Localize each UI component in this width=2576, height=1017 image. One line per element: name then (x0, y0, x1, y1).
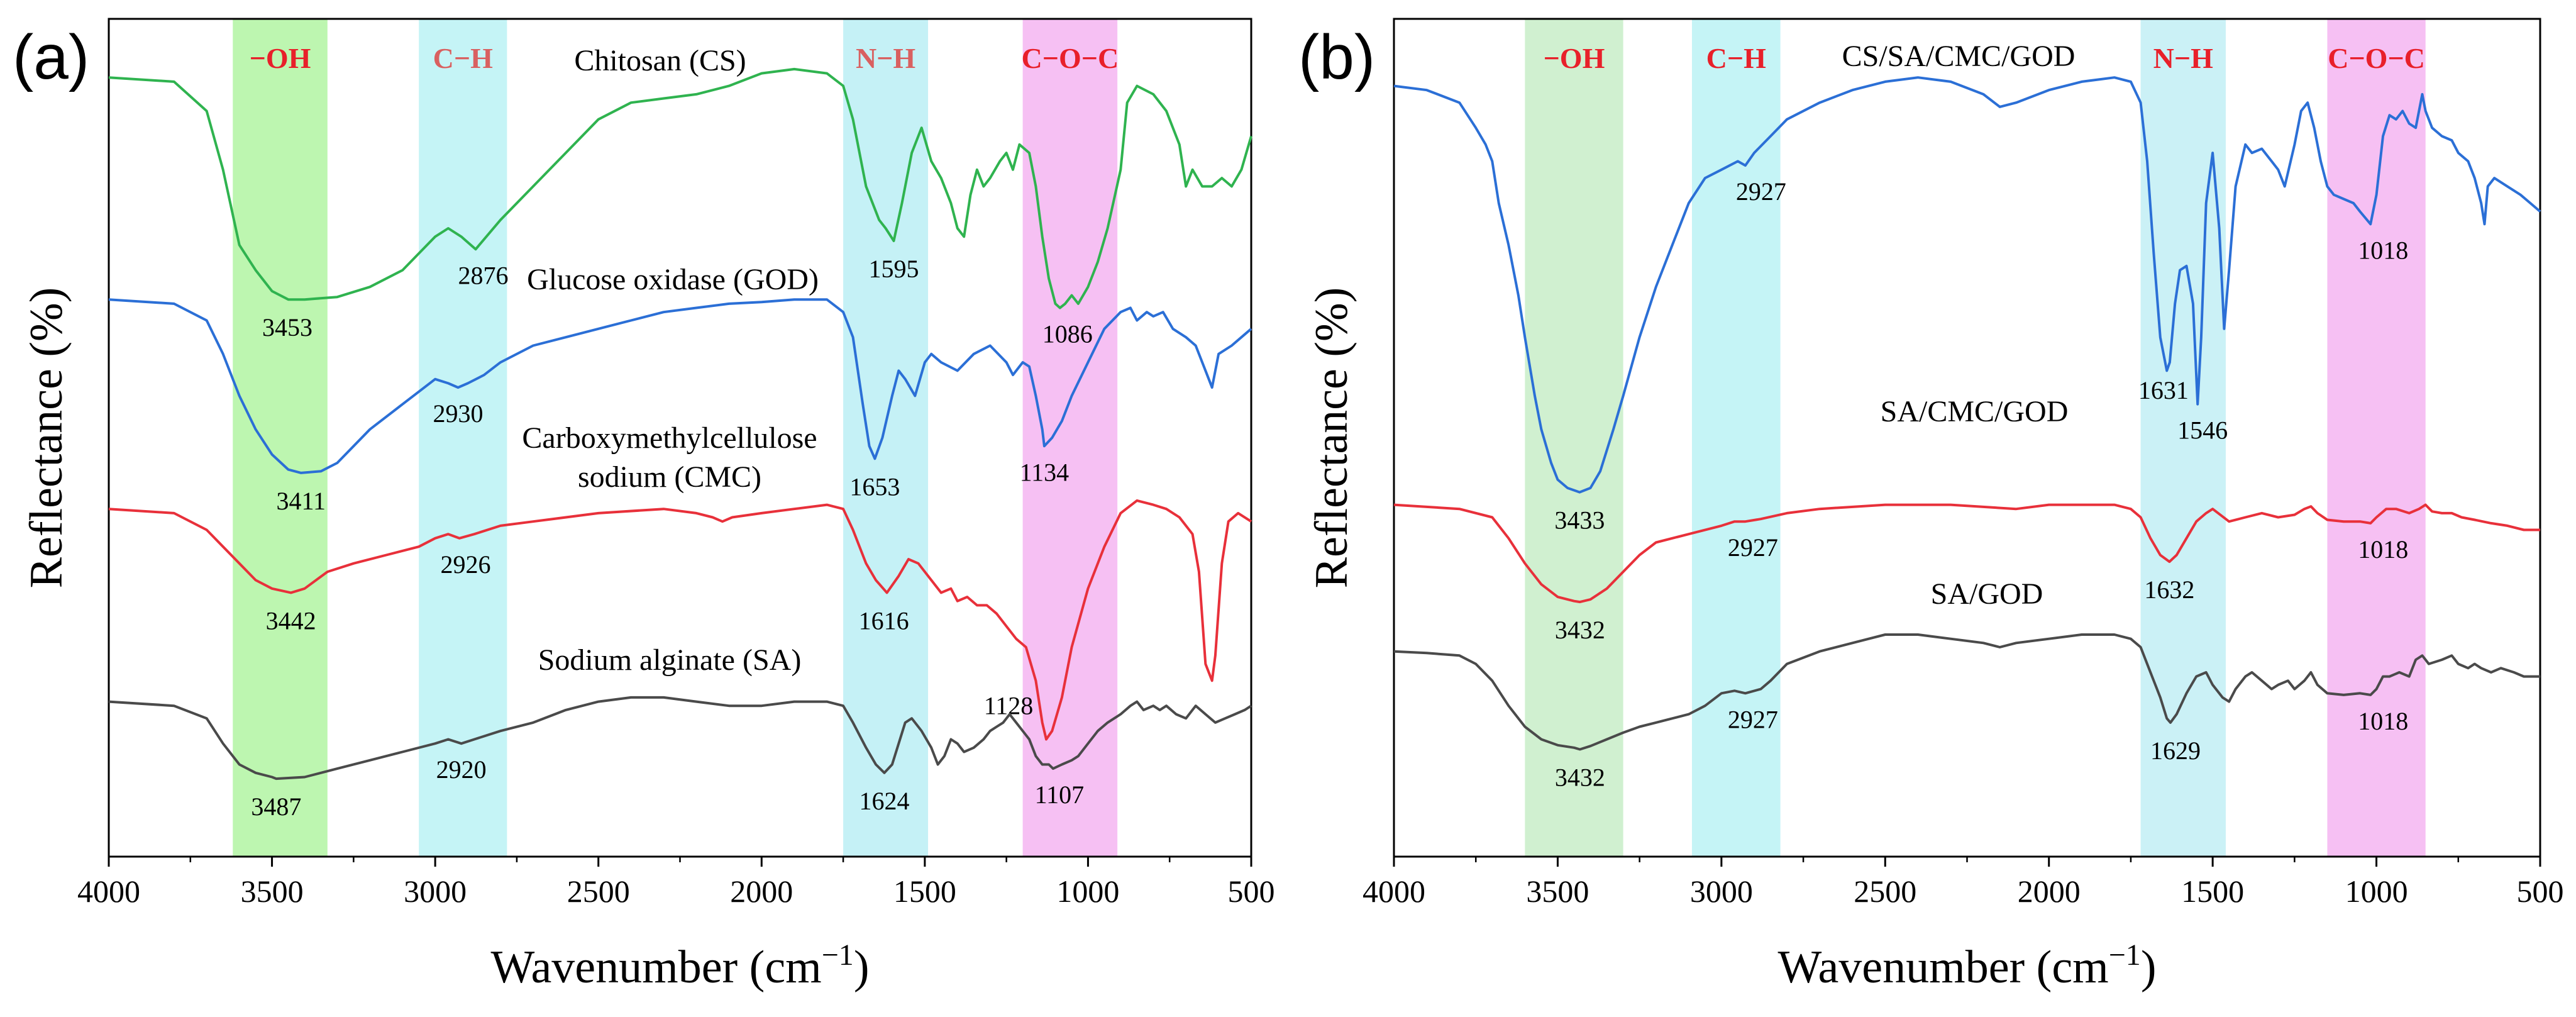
series-name: SA/GOD (1931, 577, 2043, 611)
panel-label: (b) (1298, 22, 1375, 92)
y-axis-title: Reflectance (%) (21, 287, 72, 589)
x-axis-title-superscript: −1 (822, 938, 854, 972)
x-tick-label: 3000 (1690, 874, 1753, 909)
x-tick-label: 2000 (730, 874, 793, 909)
x-tick-label: 3000 (404, 874, 467, 909)
band-label: C−O−C (1022, 42, 1119, 74)
x-tick-label: 4000 (1363, 874, 1425, 909)
x-axis-title-close: ) (854, 942, 870, 993)
peak-label: 1653 (849, 472, 900, 501)
band-1 (419, 19, 507, 857)
chart-panel-a: −OH C−H N−H C−O−C 4000 3500 3000 2500 2000 1500 10… (13, 18, 1275, 993)
x-tick-label: 3500 (1526, 874, 1589, 909)
series-line-1 (1393, 503, 2540, 604)
peak-label: 1018 (2358, 707, 2408, 735)
x-tick-label: 2500 (567, 874, 630, 909)
peak-label: 2930 (433, 399, 483, 428)
band-label: N−H (856, 42, 915, 74)
series-name: CS/SA/CMC/GOD (1842, 40, 2076, 73)
x-axis-title-main: Wavenumber (cm (1778, 942, 2109, 993)
band-label: C−O−C (2328, 42, 2425, 74)
x-tick-label: 1500 (2181, 874, 2244, 909)
peak-label: 1629 (2150, 736, 2201, 765)
x-axis-title-superscript: −1 (2109, 938, 2141, 972)
x-axis-title-close: ) (2141, 942, 2157, 993)
chart-panel-b: −OH C−H N−H C−O−C 4000 3500 3000 2500 2000 1500 10… (1298, 18, 2564, 993)
peak-label: 1086 (1042, 320, 1093, 348)
band-label: C−H (1706, 42, 1766, 74)
series-name: sodium (CMC) (578, 460, 761, 494)
x-tick-label: 2500 (1854, 874, 1916, 909)
peak-label: 2920 (436, 755, 487, 784)
peak-label: 1018 (2358, 236, 2408, 264)
peak-label: 2927 (1728, 705, 1778, 733)
series-name: Chitosan (CS) (574, 44, 746, 77)
x-tick-label: 2000 (2018, 874, 2081, 909)
peak-label: 3487 (251, 792, 301, 821)
y-axis-title: Reflectance (%) (1306, 287, 1357, 589)
series-line-3 (108, 696, 1252, 781)
band-3 (1022, 19, 1118, 857)
peak-label: 1595 (869, 255, 919, 283)
peak-label: 1631 (2138, 376, 2189, 404)
peak-label: 3453 (262, 313, 312, 342)
band-label: C−H (433, 42, 493, 74)
peak-label: 1624 (859, 787, 909, 815)
band-2 (843, 19, 929, 857)
x-tick-label: 1000 (2345, 874, 2408, 909)
x-tick-label: 1000 (1056, 874, 1119, 909)
band-1 (1691, 19, 1781, 857)
peak-label: 1546 (2177, 416, 2228, 445)
peak-label: 3432 (1555, 616, 1605, 644)
series-name: SA/CMC/GOD (1881, 395, 2069, 428)
panel-label: (a) (13, 22, 89, 92)
x-tick-label: 4000 (77, 874, 140, 909)
series-line-2 (108, 499, 1252, 741)
peak-label: 2926 (441, 550, 491, 579)
x-axis-title-main: Wavenumber (cm (491, 942, 822, 993)
series-name: Sodium alginate (SA) (538, 643, 802, 677)
peak-label: 1134 (1020, 458, 1070, 486)
peak-label: 2876 (458, 261, 509, 289)
peak-label: 2927 (1736, 177, 1786, 206)
peak-label: 3411 (277, 487, 326, 515)
x-tick-label: 500 (1228, 874, 1275, 909)
peak-label: 3433 (1554, 506, 1605, 535)
band-label: −OH (1544, 42, 1605, 74)
x-tick-label: 1500 (893, 874, 956, 909)
x-tick-label: 500 (2517, 874, 2564, 909)
series-name: Glucose oxidase (GOD) (527, 263, 819, 296)
series-line-2 (1393, 633, 2540, 751)
peak-label: 1616 (859, 606, 909, 635)
peak-label: 1107 (1035, 781, 1085, 809)
series-line-0 (108, 67, 1252, 309)
band-3 (2327, 19, 2426, 857)
x-tick-label: 3500 (241, 874, 304, 909)
peak-label: 2927 (1728, 533, 1778, 562)
x-axis-title: Wavenumber (cm−1) (1778, 938, 2157, 993)
peak-label: 1632 (2144, 575, 2194, 604)
x-axis-title: Wavenumber (cm−1) (491, 938, 870, 993)
peak-label: 3432 (1555, 764, 1605, 792)
peak-label: 1018 (2358, 535, 2408, 564)
band-label: −OH (250, 42, 311, 74)
series-line-0 (1393, 76, 2541, 494)
band-0 (1525, 19, 1623, 857)
series-line-1 (108, 298, 1252, 474)
band-label: N−H (2153, 42, 2213, 74)
peak-label: 3442 (266, 606, 316, 635)
band-0 (233, 19, 328, 857)
series-name: Carboxymethylcellulose (522, 421, 817, 455)
